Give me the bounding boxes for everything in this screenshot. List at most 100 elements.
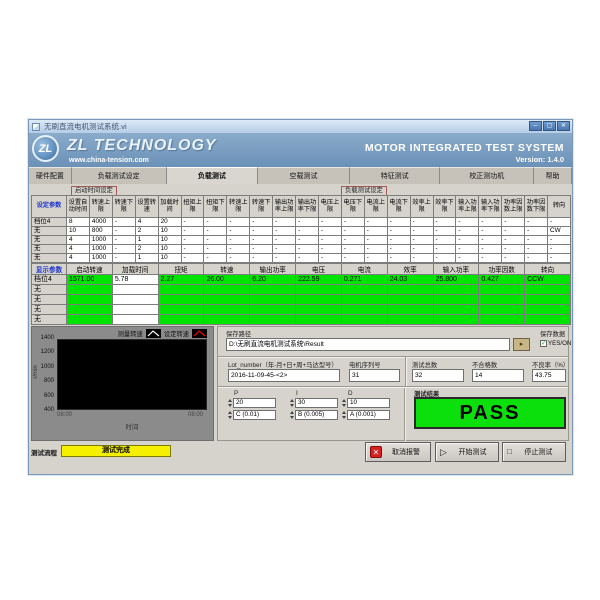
pid-p-value[interactable]: 20 (233, 398, 276, 408)
setting-cell[interactable]: - (180, 235, 205, 245)
setting-cell[interactable]: 10 (157, 235, 182, 245)
stepper-arrows-icon[interactable] (342, 410, 347, 420)
setting-cell[interactable]: - (455, 235, 480, 245)
setting-cell[interactable]: - (340, 235, 365, 245)
setting-cell[interactable]: - (501, 253, 526, 263)
setting-cell[interactable]: - (386, 226, 411, 236)
setting-cell[interactable]: 20 (157, 217, 182, 227)
stepper-arrows-icon[interactable] (290, 410, 295, 420)
setting-cell[interactable]: - (455, 217, 480, 227)
setting-cell[interactable]: - (203, 217, 228, 227)
setting-cell[interactable]: - (272, 226, 297, 236)
setting-cell[interactable]: - (363, 244, 388, 254)
setting-cell[interactable]: - (249, 235, 274, 245)
pid-d-field[interactable]: 10 (342, 398, 390, 408)
setting-cell[interactable]: - (295, 217, 319, 227)
legend-measured-label[interactable]: 测量转速 (117, 331, 143, 338)
setting-cell[interactable]: - (409, 226, 434, 236)
start-test-button[interactable]: ▷ 开始测试 (435, 442, 499, 462)
setting-cell[interactable]: - (180, 244, 205, 254)
setting-cell[interactable]: - (340, 244, 365, 254)
setting-cell[interactable]: 1000 (88, 235, 113, 245)
setting-cell[interactable]: - (295, 253, 319, 263)
setting-cell[interactable]: - (317, 226, 342, 236)
setting-cell[interactable]: - (409, 235, 434, 245)
pid-i-field[interactable]: 30 (290, 398, 338, 408)
setting-cell[interactable]: - (432, 226, 457, 236)
setting-cell[interactable]: - (203, 235, 228, 245)
setting-cell[interactable]: 8 (66, 217, 90, 227)
pid-p-gain-field[interactable]: C (0.01) (228, 410, 276, 420)
setting-cell[interactable]: - (295, 235, 319, 245)
setting-cell[interactable]: - (524, 217, 549, 227)
setting-cell[interactable]: - (249, 226, 274, 236)
setting-cell[interactable]: - (478, 253, 503, 263)
stepper-arrows-icon[interactable] (290, 398, 295, 408)
stepper-arrows-icon[interactable] (228, 410, 233, 420)
setting-cell[interactable]: - (547, 244, 571, 254)
setting-cell[interactable]: 4 (66, 253, 90, 263)
legend-set-label[interactable]: 设定转速 (163, 331, 189, 338)
setting-cell[interactable]: - (111, 244, 136, 254)
setting-cell[interactable]: - (432, 217, 457, 227)
setting-cell[interactable]: - (524, 235, 549, 245)
setting-cell[interactable]: 4 (66, 235, 90, 245)
website-link[interactable]: www.china-tension.com (69, 157, 149, 164)
setting-cell[interactable]: - (226, 226, 251, 236)
setting-cell[interactable]: - (547, 235, 571, 245)
setting-cell[interactable]: - (317, 217, 342, 227)
setting-cell[interactable]: 800 (88, 226, 113, 236)
stop-test-button[interactable]: □ 停止测试 (502, 442, 566, 462)
tab-hardware-config[interactable]: 硬件配置 (29, 167, 72, 184)
checkmark-icon[interactable]: ✓ (540, 340, 547, 347)
setting-cell[interactable]: - (524, 253, 549, 263)
window-titlebar[interactable]: 无刷直流电机测试系统.vi ─ ▢ ✕ (29, 120, 572, 133)
pid-p-field[interactable]: 20 (228, 398, 276, 408)
setting-cell[interactable]: - (111, 235, 136, 245)
setting-cell[interactable]: - (478, 217, 503, 227)
setting-cell[interactable]: - (501, 217, 526, 227)
setting-cell[interactable]: - (524, 226, 549, 236)
setting-cell[interactable]: 4000 (88, 217, 113, 227)
setting-cell[interactable]: - (272, 235, 297, 245)
minimize-icon[interactable]: ─ (529, 121, 542, 131)
save-data-checkbox[interactable]: ✓ YES/ON (540, 340, 571, 347)
setting-cell[interactable]: - (363, 226, 388, 236)
setting-cell[interactable]: - (111, 253, 136, 263)
setting-cell[interactable]: - (386, 217, 411, 227)
setting-cell[interactable]: - (272, 244, 297, 254)
lot-number-input[interactable]: 2016-11-09-45-<2> (228, 369, 340, 382)
setting-cell[interactable]: - (478, 235, 503, 245)
setting-cell[interactable]: CW (547, 226, 571, 236)
tab-load-test[interactable]: 负载测试 (166, 167, 259, 184)
setting-cell[interactable]: - (455, 244, 480, 254)
setting-cell[interactable]: - (547, 217, 571, 227)
pid-i-gain-value[interactable]: B (0.005) (295, 410, 338, 420)
setting-cell[interactable]: - (295, 244, 319, 254)
setting-cell[interactable]: - (363, 253, 388, 263)
setting-cell[interactable]: - (455, 253, 480, 263)
setting-cell[interactable]: - (340, 217, 365, 227)
setting-cell[interactable]: - (455, 226, 480, 236)
setting-cell[interactable]: - (317, 244, 342, 254)
setting-cell[interactable]: - (363, 235, 388, 245)
setting-cell[interactable]: - (272, 217, 297, 227)
close-icon[interactable]: ✕ (557, 121, 570, 131)
setting-cell[interactable]: - (432, 253, 457, 263)
pid-d-gain-field[interactable]: A (0.001) (342, 410, 390, 420)
tab-calibrate-dyno[interactable]: 校正测功机 (440, 167, 535, 184)
setting-cell[interactable]: 4 (134, 217, 159, 227)
setting-cell[interactable]: - (180, 253, 205, 263)
setting-cell[interactable]: - (111, 226, 136, 236)
setting-cell[interactable]: 1000 (88, 253, 113, 263)
setting-cell[interactable]: - (432, 235, 457, 245)
pid-d-gain-value[interactable]: A (0.001) (347, 410, 390, 420)
setting-cell[interactable]: 4 (66, 244, 90, 254)
setting-cell[interactable]: - (249, 253, 274, 263)
setting-cell[interactable]: - (501, 235, 526, 245)
setting-cell[interactable]: 10 (157, 226, 182, 236)
setting-cell[interactable]: - (203, 226, 228, 236)
setting-cell[interactable]: - (340, 253, 365, 263)
setting-cell[interactable]: - (203, 253, 228, 263)
setting-cell[interactable]: 2 (134, 226, 159, 236)
